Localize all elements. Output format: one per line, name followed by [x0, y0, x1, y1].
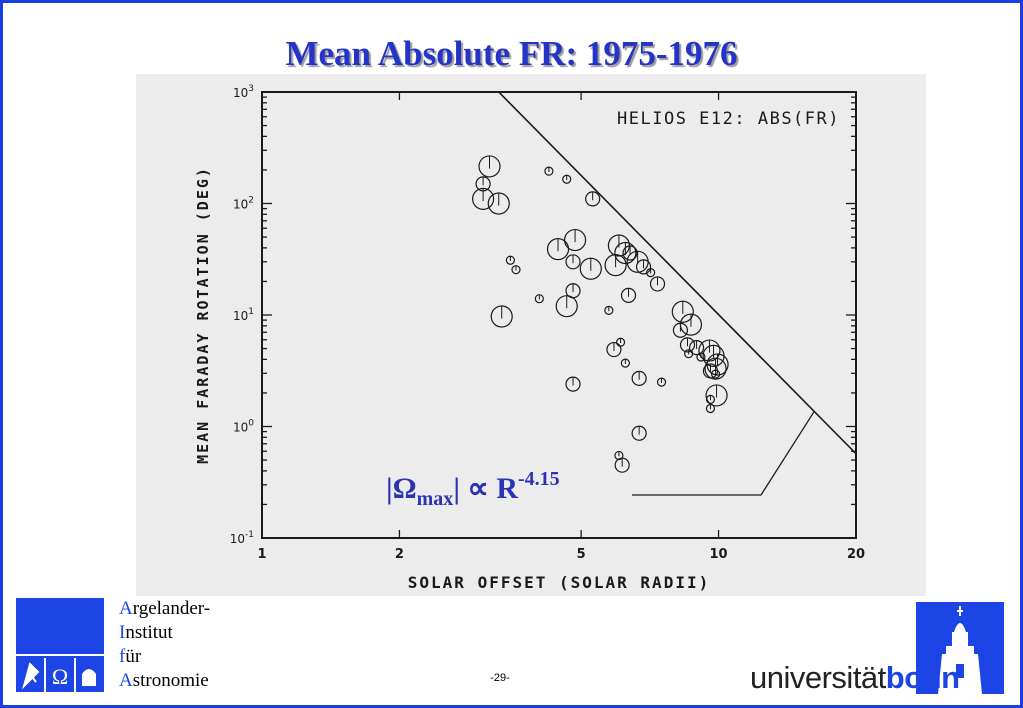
- institute-name: Argelander- Institut für Astronomie: [119, 597, 210, 693]
- x-axis-label: SOLAR OFFSET (SOLAR RADII): [408, 573, 710, 592]
- data-point: [544, 166, 554, 176]
- observatory-icon: Ω: [16, 654, 104, 692]
- formula-sub: max: [416, 488, 454, 510]
- data-point: [604, 305, 614, 315]
- x-tick-label: 1: [257, 547, 266, 562]
- data-point: [472, 187, 495, 210]
- x-tick-label: 20: [847, 547, 865, 562]
- y-tick-label: 102: [233, 196, 254, 212]
- x-tick-label: 2: [395, 547, 404, 562]
- y-tick-label: 103: [233, 84, 254, 100]
- formula-close: | ∝ R: [453, 472, 519, 505]
- aifa-logo-glyph: Ω: [52, 664, 68, 689]
- institute-line-2: Institut: [119, 622, 173, 643]
- fit-formula: |Ωmax| ∝ R-4.15: [386, 468, 560, 511]
- fit-line: [498, 92, 856, 455]
- slide-title: Mean Absolute FR: 1975-1976: [285, 34, 738, 73]
- formula-omega: Ω: [392, 472, 417, 505]
- institute-line-1: Argelander-: [119, 598, 211, 619]
- fit-callout-line: [632, 411, 815, 496]
- university-building-icon: [938, 606, 982, 694]
- formula-open: |: [386, 472, 393, 505]
- data-point: [478, 155, 501, 178]
- y-tick-label: 10-1: [230, 530, 254, 546]
- faraday-rotation-chart: 1 2 5 10 20 103 102 101 100 10-1 SOLAR OFFSET (SOL…: [194, 84, 865, 592]
- university-name: universitätbonn: [750, 660, 960, 695]
- y-tick-label: 101: [233, 307, 254, 323]
- y-axis-label: MEAN FARADAY ROTATION (DEG): [194, 166, 212, 464]
- bonn-logo: [916, 602, 1004, 694]
- aifa-logo: Ω: [16, 598, 104, 692]
- data-point: [585, 191, 601, 207]
- formula-exponent: -4.15: [518, 468, 560, 490]
- chart-annotation: HELIOS E12: ABS(FR): [617, 109, 840, 129]
- institute-line-4: Astronomie: [119, 670, 209, 691]
- y-tick-label: 100: [233, 419, 254, 435]
- plot-scan-background: [136, 74, 926, 596]
- data-point: [671, 300, 694, 323]
- x-tick-label: 5: [577, 547, 586, 562]
- x-tick-label: 10: [710, 547, 728, 562]
- institute-line-3: für: [119, 646, 142, 667]
- page-number: -29-: [490, 672, 510, 684]
